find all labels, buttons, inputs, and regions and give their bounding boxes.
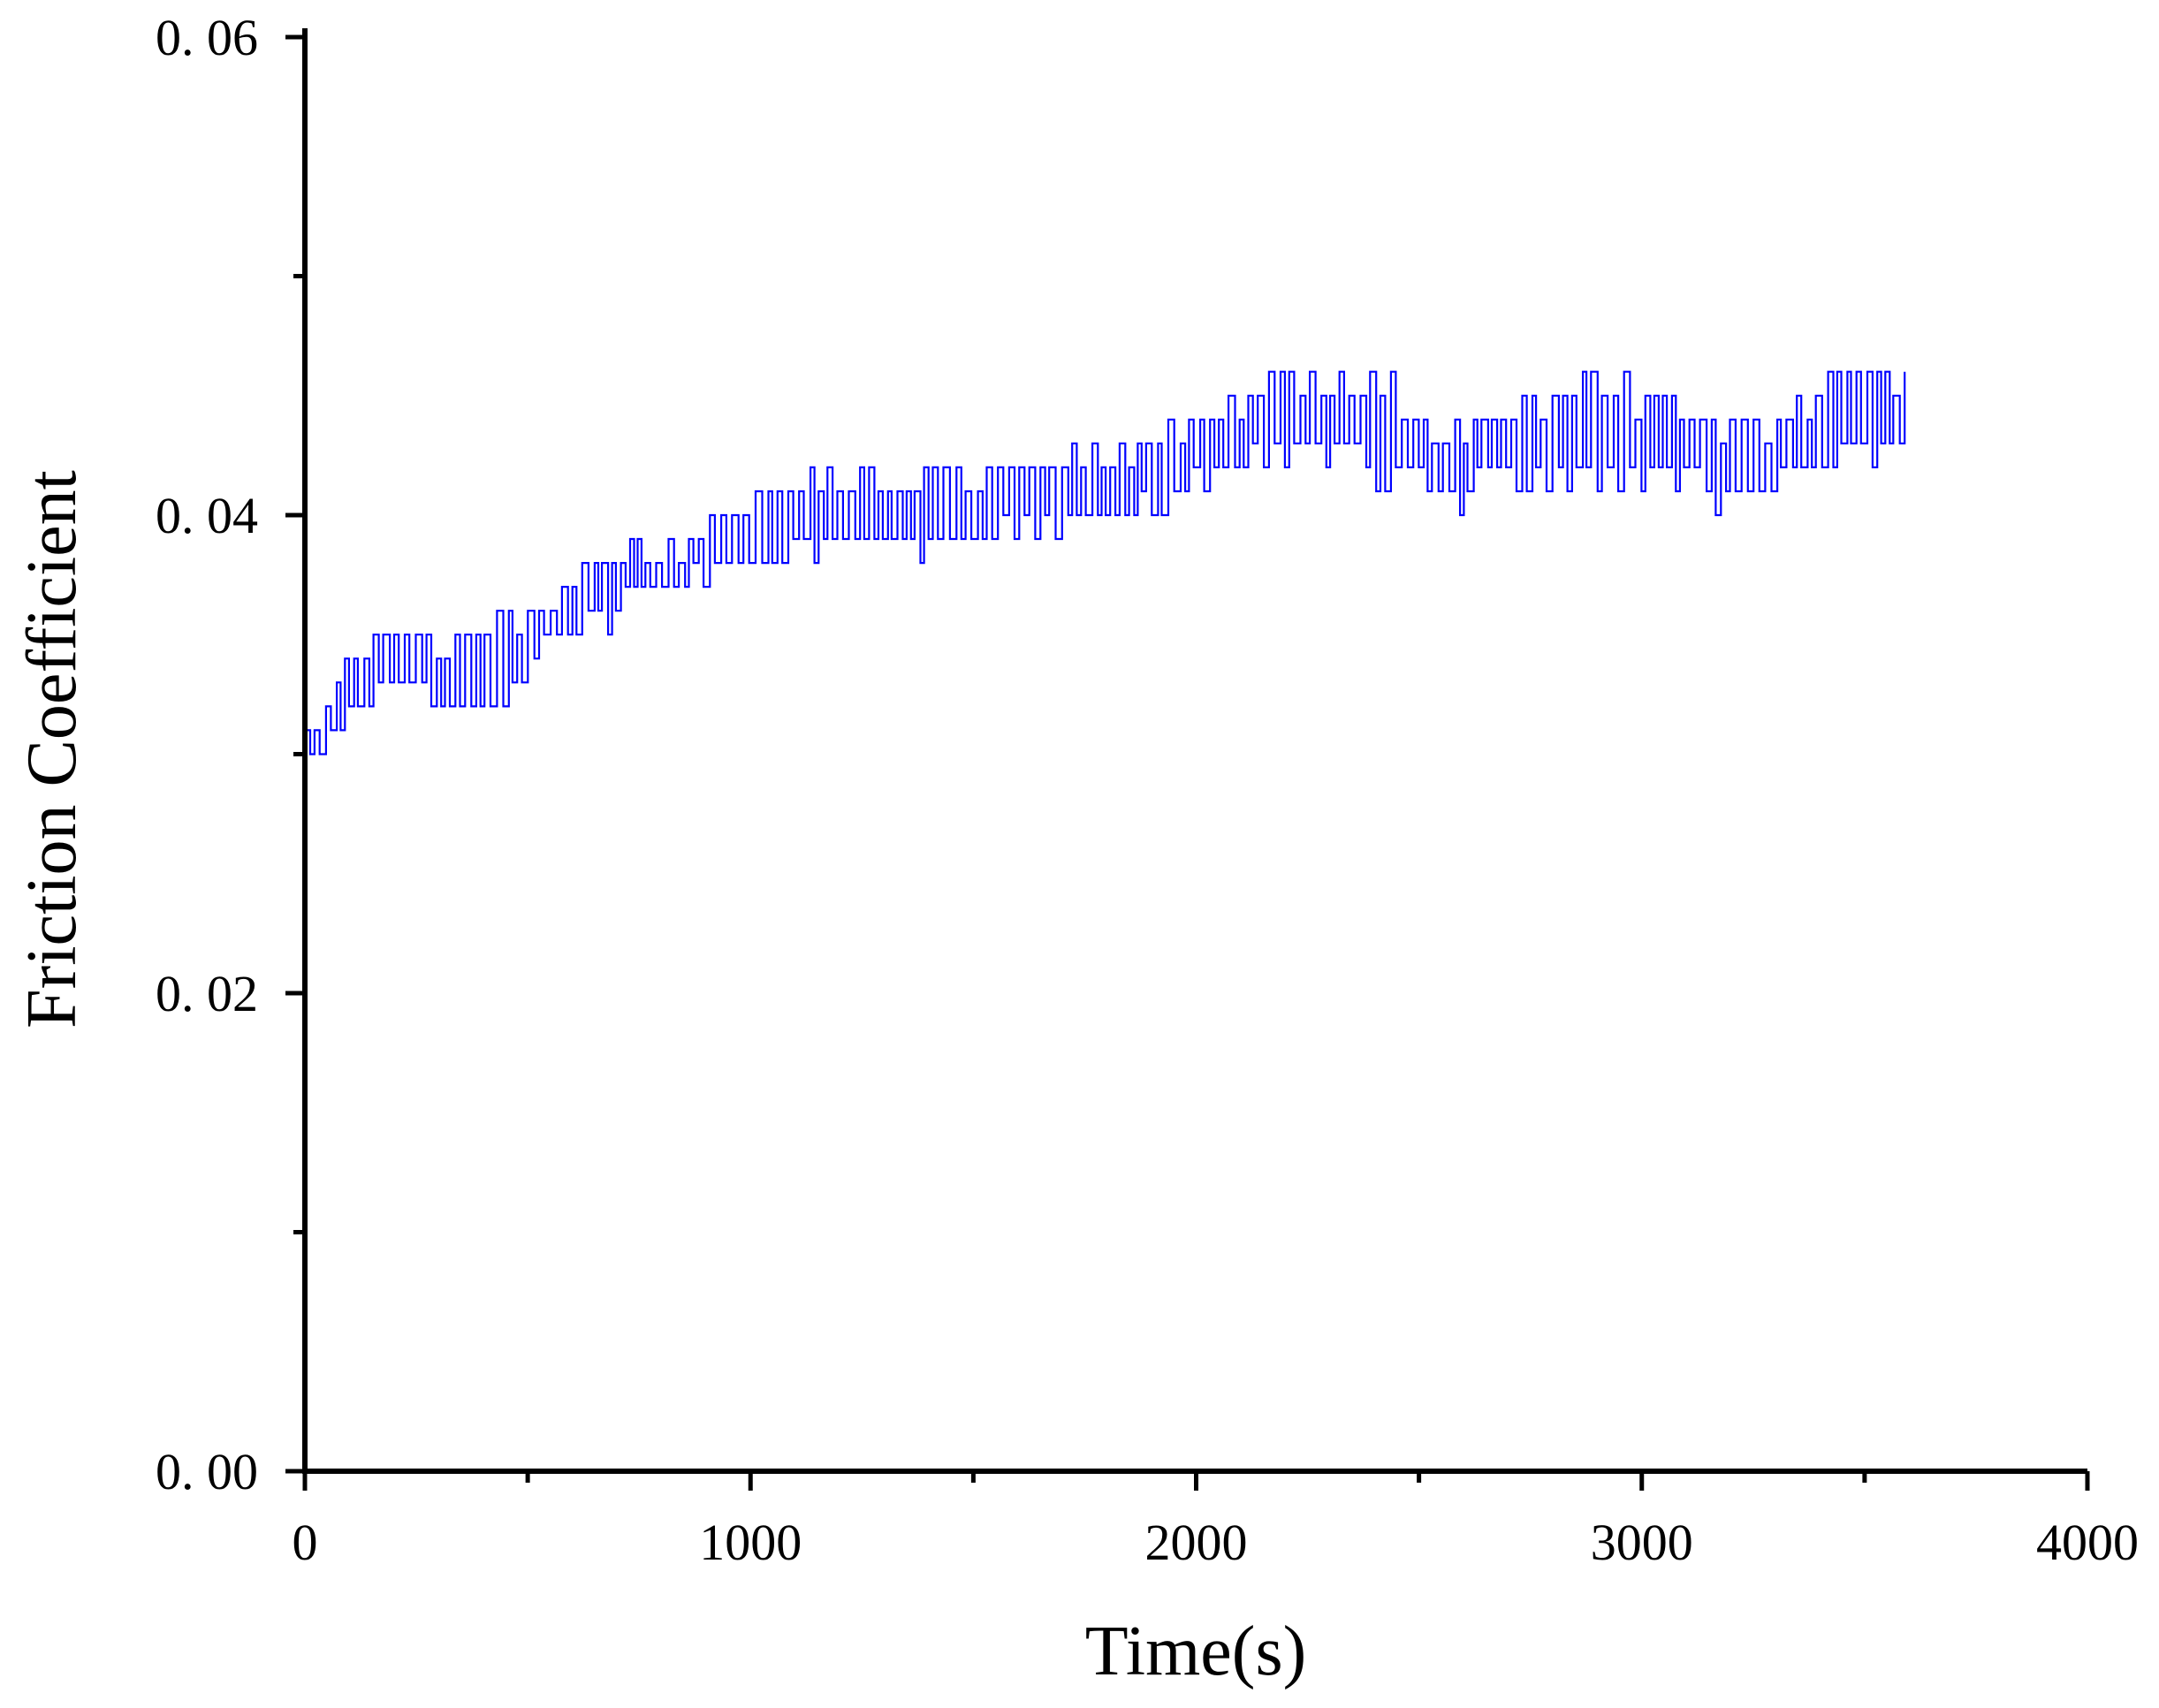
ticks-layer: 0 1000 2000 3000 4000 0. 00 0. 02 0. 04 0. 06 bbox=[156, 9, 2139, 1571]
x-tick-label: 0 bbox=[293, 1514, 318, 1571]
friction-series-line bbox=[305, 370, 1906, 755]
y-tick-label: 0. 02 bbox=[156, 965, 258, 1022]
x-tick-label: 2000 bbox=[1145, 1514, 1248, 1571]
y-tick-label: 0. 06 bbox=[156, 9, 258, 66]
x-axis-title: Time(s) bbox=[1085, 1613, 1306, 1690]
y-tick-label: 0. 00 bbox=[156, 1443, 258, 1500]
series-layer bbox=[305, 370, 1906, 755]
x-tick-label: 3000 bbox=[1591, 1514, 1693, 1571]
x-tick-label: 1000 bbox=[699, 1514, 802, 1571]
y-tick-label: 0. 04 bbox=[156, 487, 258, 544]
y-axis-title: Friction Coefficient bbox=[13, 470, 91, 1029]
x-tick-label: 4000 bbox=[2036, 1514, 2139, 1571]
